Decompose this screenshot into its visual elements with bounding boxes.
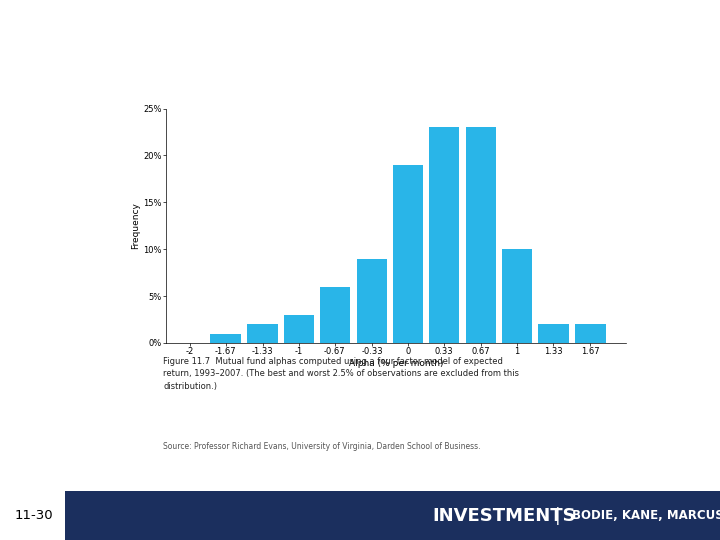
Text: BODIE, KANE, MARCUS: BODIE, KANE, MARCUS — [572, 509, 720, 522]
Y-axis label: Frequency: Frequency — [131, 202, 140, 249]
Bar — [284, 315, 314, 343]
Bar — [248, 324, 278, 343]
Bar — [538, 324, 569, 343]
Bar — [466, 127, 497, 343]
X-axis label: Alpha (% per month): Alpha (% per month) — [348, 359, 444, 368]
Bar — [392, 165, 423, 343]
Text: INVESTMENTS: INVESTMENTS — [432, 507, 575, 525]
Text: Figure 11.7  Mutual fund alphas computed using a four-factor model of expected
r: Figure 11.7 Mutual fund alphas computed … — [163, 357, 519, 390]
Text: Source: Professor Richard Evans, University of Virginia, Darden School of Busine: Source: Professor Richard Evans, Univers… — [163, 442, 481, 451]
Text: 11-30: 11-30 — [14, 509, 53, 522]
Text: Figure 11.7 Estimates of Individual Mutual: Figure 11.7 Estimates of Individual Mutu… — [74, 26, 646, 50]
Bar — [428, 127, 459, 343]
Bar — [210, 334, 241, 343]
Bar — [320, 287, 350, 343]
Bar — [356, 259, 387, 343]
Text: |: | — [555, 507, 561, 525]
Text: Fund Alphas, 1993 - 2007: Fund Alphas, 1993 - 2007 — [190, 62, 530, 86]
Bar — [575, 324, 606, 343]
Bar — [502, 249, 533, 343]
